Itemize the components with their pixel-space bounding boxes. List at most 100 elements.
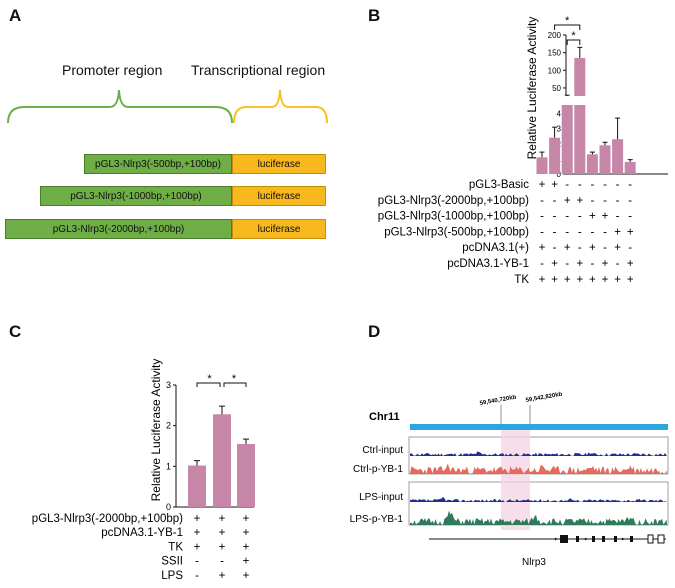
- b-bar: [536, 157, 548, 174]
- b-condition-mark: -: [553, 195, 557, 207]
- b-condition-mark: +: [539, 179, 546, 191]
- c-condition-label: pGL3-Nlrp3(-2000bp,+100bp): [32, 513, 183, 525]
- c-bar: [188, 465, 206, 507]
- c-sig-bracket: [196, 382, 221, 387]
- b-significance: **: [554, 15, 581, 45]
- highlight-region: [501, 430, 530, 530]
- b-condition-mark: -: [628, 211, 632, 223]
- transcriptional-region-label: Transcriptional region: [191, 62, 326, 78]
- b-condition-mark: -: [578, 242, 582, 254]
- c-y-tick-label: 3: [166, 380, 171, 390]
- transcriptional-brace: [233, 89, 328, 124]
- coord-left: 59,540,720kb: [479, 395, 517, 407]
- c-condition-mark: +: [243, 570, 250, 582]
- b-condition-mark: -: [578, 211, 582, 223]
- c-condition-label: SSII: [161, 556, 183, 568]
- b-condition-mark: +: [564, 274, 571, 286]
- panel-letter-c: C: [9, 322, 22, 341]
- b-condition-label: pGL3-Nlrp3(-2000bp,+100bp): [378, 195, 529, 207]
- b-condition-mark: -: [590, 226, 594, 238]
- c-condition-mark: +: [243, 527, 250, 539]
- region-braces: [7, 89, 328, 124]
- b-y-tick-label: 3: [557, 125, 562, 134]
- construct-1000bp-promoter: pGL3-Nlrp3(-1000bp,+100bp): [40, 186, 232, 206]
- construct-1000bp: pGL3-Nlrp3(-1000bp,+100bp) luciferase: [40, 186, 326, 206]
- b-condition-mark: +: [564, 195, 571, 207]
- chromosome-bar: [410, 424, 668, 430]
- b-condition-mark: -: [603, 242, 607, 254]
- track-label-ctrl-p-yb1: Ctrl-p-YB-1: [353, 464, 403, 475]
- b-condition-mark: +: [589, 211, 596, 223]
- b-condition-mark: +: [539, 242, 546, 254]
- gene-model: [429, 534, 666, 544]
- b-bar: [574, 57, 586, 174]
- b-condition-mark: -: [616, 258, 620, 270]
- b-condition-mark: +: [614, 242, 621, 254]
- gene-label: Nlrp3: [522, 557, 546, 568]
- b-bar: [599, 145, 611, 174]
- c-bars: [188, 405, 255, 507]
- b-y-tick-label: 4: [557, 110, 562, 119]
- c-condition-label: pcDNA3.1-YB-1: [101, 527, 183, 539]
- exon-5: [614, 536, 617, 542]
- panel-letter-a: A: [9, 6, 22, 25]
- b-y-tick-label: 0: [557, 170, 562, 179]
- b-sig-bracket: [554, 24, 581, 30]
- b-y-axis-label: Relative Luciferase Activity: [525, 17, 539, 160]
- track-ctrl-input: [410, 451, 667, 456]
- c-condition-table: pGL3-Nlrp3(-2000bp,+100bp) + + + pcDNA3.1-YB…: [32, 513, 250, 582]
- b-condition-mark: +: [614, 274, 621, 286]
- c-condition-mark: +: [243, 541, 250, 553]
- b-condition-mark: +: [564, 242, 571, 254]
- b-condition-label: pGL3-Nlrp3(-1000bp,+100bp): [378, 211, 529, 223]
- b-condition-mark: +: [614, 226, 621, 238]
- b-condition-mark: +: [589, 274, 596, 286]
- track-lps-p-yb1: [410, 510, 667, 525]
- b-condition-mark: -: [590, 179, 594, 191]
- exon-8: [657, 534, 665, 544]
- c-condition-mark: +: [219, 527, 226, 539]
- b-y-tick-label: 100: [548, 66, 562, 75]
- track-ctrl-p-yb1: [410, 463, 667, 474]
- c-y-tick-label: 2: [166, 421, 171, 431]
- b-condition-label: pGL3-Nlrp3(-500bp,+100bp): [384, 226, 529, 238]
- c-condition-mark: -: [195, 556, 199, 568]
- b-condition-label: pGL3-Basic: [469, 179, 529, 191]
- b-condition-label: pcDNA3.1-YB-1: [447, 258, 529, 270]
- b-condition-mark: -: [540, 195, 544, 207]
- b-condition-mark: -: [603, 179, 607, 191]
- promoter-brace: [7, 89, 233, 124]
- b-sig-star: *: [571, 30, 576, 42]
- exon-6: [630, 536, 633, 542]
- construct-500bp: pGL3-Nlrp3(-500bp,+100bp) luciferase: [84, 154, 326, 174]
- b-bar: [586, 154, 598, 174]
- b-condition-mark: -: [578, 226, 582, 238]
- exon-3: [592, 536, 595, 542]
- b-y-tick-label: 200: [548, 31, 562, 40]
- b-condition-mark: +: [602, 258, 609, 270]
- promoter-region-label: Promoter region: [62, 62, 163, 78]
- construct-500bp-promoter: pGL3-Nlrp3(-500bp,+100bp): [84, 154, 232, 174]
- b-bars: [536, 46, 672, 174]
- b-condition-mark: -: [628, 195, 632, 207]
- b-condition-mark: +: [627, 258, 634, 270]
- track-label-lps-input: LPS-input: [359, 492, 403, 503]
- b-condition-label: pcDNA3.1(+): [462, 242, 529, 254]
- b-bar: [612, 139, 624, 174]
- b-bar: [561, 96, 573, 174]
- b-condition-mark: +: [551, 258, 558, 270]
- b-condition-mark: -: [616, 179, 620, 191]
- b-condition-mark: +: [602, 211, 609, 223]
- b-condition-mark: -: [616, 211, 620, 223]
- c-condition-mark: -: [220, 556, 224, 568]
- b-condition-mark: -: [540, 258, 544, 270]
- exon-1: [560, 535, 568, 543]
- c-significance: * *: [196, 373, 247, 387]
- b-bar: [549, 137, 561, 174]
- b-condition-mark: -: [565, 211, 569, 223]
- b-condition-mark: +: [551, 274, 558, 286]
- c-condition-label: LPS: [161, 570, 183, 582]
- track-label-lps-p-yb1: LPS-p-YB-1: [350, 514, 404, 525]
- construct-2000bp-luciferase: luciferase: [232, 219, 326, 239]
